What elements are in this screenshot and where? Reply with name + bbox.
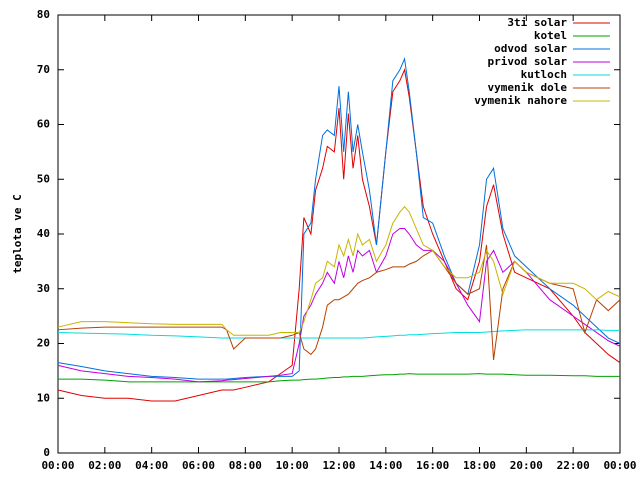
legend-label: vymenik dole xyxy=(488,81,568,94)
series-line xyxy=(57,67,621,402)
legend-label: kotel xyxy=(534,29,567,42)
y-tick-label: 80 xyxy=(37,8,50,21)
y-tick-label: 50 xyxy=(37,172,50,185)
legend-label: kutloch xyxy=(521,68,567,81)
x-tick-label: 18:00 xyxy=(463,459,496,472)
y-tick-label: 20 xyxy=(37,337,50,350)
legend-label: privod solar xyxy=(488,55,568,68)
series-line xyxy=(57,228,621,383)
x-tick-label: 10:00 xyxy=(276,459,309,472)
x-tick-label: 12:00 xyxy=(322,459,355,472)
y-tick-label: 10 xyxy=(37,391,50,404)
legend-label: 3ti solar xyxy=(507,16,567,29)
series-line xyxy=(57,205,621,336)
x-tick-label: 02:00 xyxy=(88,459,121,472)
y-tick-label: 70 xyxy=(37,63,50,76)
y-tick-label: 30 xyxy=(37,282,50,295)
x-tick-label: 08:00 xyxy=(229,459,262,472)
x-tick-label: 16:00 xyxy=(416,459,449,472)
y-axis-label: teplota ve C xyxy=(11,194,24,273)
series-line xyxy=(57,244,621,360)
x-tick-label: 00:00 xyxy=(603,459,636,472)
x-tick-label: 00:00 xyxy=(41,459,74,472)
x-tick-label: 14:00 xyxy=(369,459,402,472)
x-tick-label: 04:00 xyxy=(135,459,168,472)
x-tick-label: 20:00 xyxy=(510,459,543,472)
legend-label: vymenik nahore xyxy=(474,94,567,107)
x-tick-label: 22:00 xyxy=(557,459,590,472)
x-tick-label: 06:00 xyxy=(182,459,215,472)
y-tick-label: 40 xyxy=(37,227,50,240)
y-tick-label: 60 xyxy=(37,118,50,131)
legend-label: odvod solar xyxy=(494,42,567,55)
series-line xyxy=(57,56,621,380)
series-line xyxy=(58,373,620,383)
y-tick-label: 0 xyxy=(43,446,50,459)
